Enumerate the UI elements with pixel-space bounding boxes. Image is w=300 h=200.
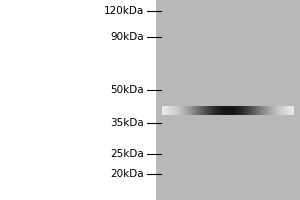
Text: 35kDa: 35kDa bbox=[110, 118, 144, 128]
Text: 120kDa: 120kDa bbox=[104, 6, 144, 16]
Text: 20kDa: 20kDa bbox=[110, 169, 144, 179]
Text: 50kDa: 50kDa bbox=[110, 85, 144, 95]
Text: 90kDa: 90kDa bbox=[110, 32, 144, 42]
Bar bbox=[156, 0, 300, 200]
Text: 25kDa: 25kDa bbox=[110, 149, 144, 159]
